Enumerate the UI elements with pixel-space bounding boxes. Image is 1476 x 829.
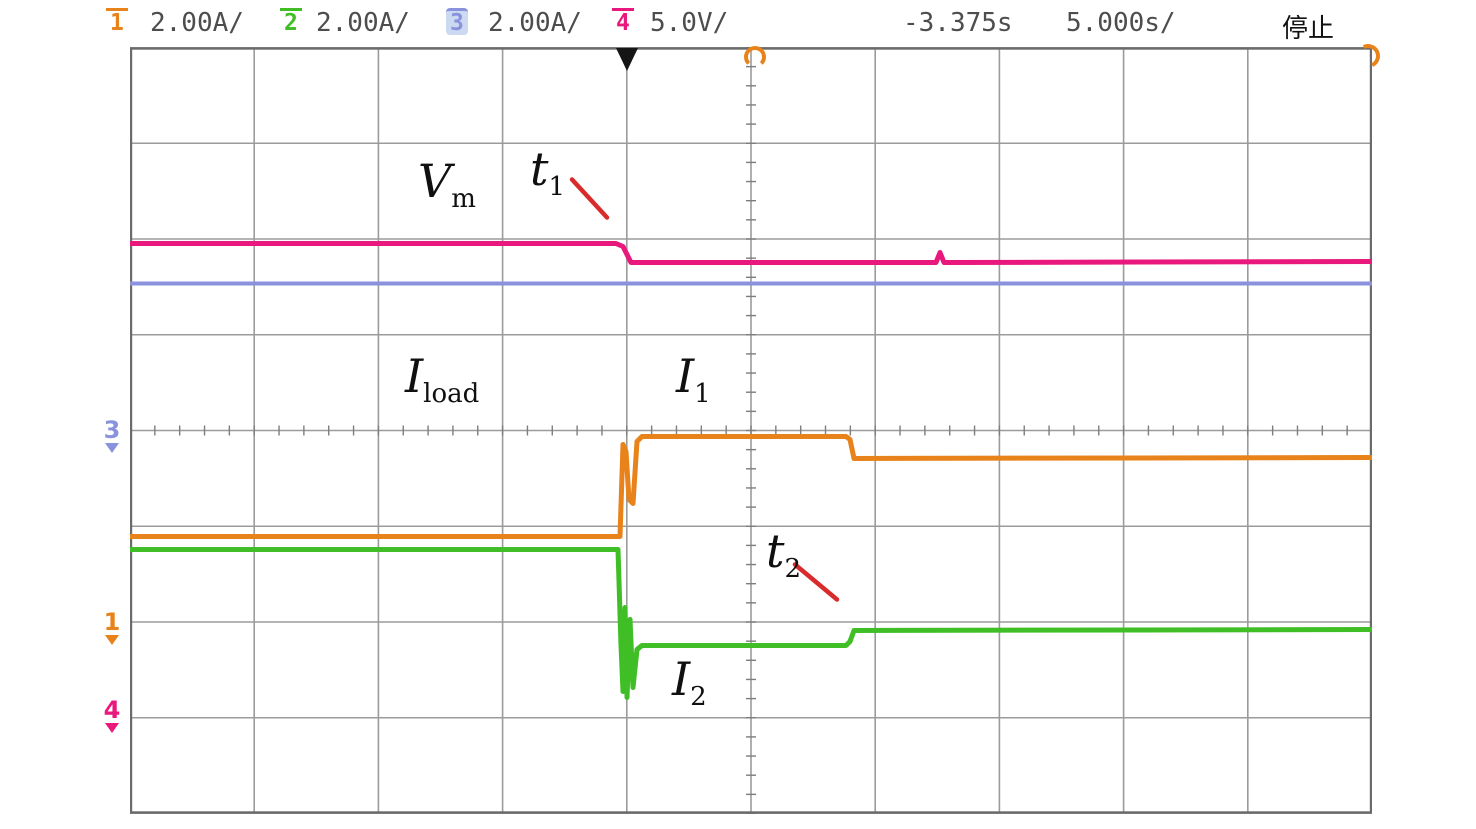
down-arrow-icon xyxy=(105,723,119,733)
label-t2: t2 xyxy=(766,528,801,582)
channel-4-badge: 4 xyxy=(612,8,634,35)
channel-1-badge: 1 xyxy=(106,8,128,35)
channel-1-ground-marker: 1 xyxy=(98,610,126,645)
label-iload-base: I xyxy=(405,349,424,403)
channel-4-scale: 5.0V/ xyxy=(650,8,729,38)
label-i2-sub: 2 xyxy=(690,682,707,712)
channel-1-scale: 2.00A/ xyxy=(150,8,244,38)
label-vm: Vm xyxy=(418,158,476,212)
label-t2-sub: 2 xyxy=(784,554,802,584)
label-iload-sub: load xyxy=(423,379,480,409)
time-reference-marker-icon xyxy=(744,46,766,68)
channel-2-scale: 2.00A/ xyxy=(316,8,410,38)
channel-4-ground-label: 4 xyxy=(103,696,121,724)
channel-4-ground-marker: 4 xyxy=(98,698,126,733)
timebase-readout: 5.000s/ xyxy=(1066,8,1176,38)
label-t1-sub: 1 xyxy=(548,172,566,202)
label-iload: Iload xyxy=(405,353,479,407)
label-vm-base: V xyxy=(418,154,452,208)
channel-3-badge: 3 xyxy=(446,8,468,36)
label-i1: I1 xyxy=(676,353,711,407)
channel-2-badge: 2 xyxy=(280,8,302,35)
label-vm-sub: m xyxy=(451,184,476,214)
channel-3-ground-marker: 3 xyxy=(98,418,126,453)
waveform-svg xyxy=(130,47,1372,814)
label-t1: t1 xyxy=(530,146,565,200)
down-arrow-icon xyxy=(105,635,119,645)
trigger-delay-readout: -3.375s xyxy=(903,8,1013,38)
channel-3-ground-label: 3 xyxy=(103,416,121,444)
scope-header: 1 2.00A/ 2 2.00A/ 3 2.00A/ 4 5.0V/ -3.37… xyxy=(0,0,1476,46)
trigger-position-marker-icon xyxy=(616,48,638,71)
label-t2-base: t xyxy=(766,524,785,578)
label-i2: I2 xyxy=(672,656,707,710)
scope-grid xyxy=(130,47,1372,814)
label-i1-base: I xyxy=(676,349,695,403)
channel-1-ground-label: 1 xyxy=(103,608,121,636)
label-i1-sub: 1 xyxy=(694,379,711,409)
label-t1-base: t xyxy=(530,142,549,196)
run-status: 停止 xyxy=(1282,14,1335,44)
label-i2-base: I xyxy=(672,652,691,706)
down-arrow-icon xyxy=(105,443,119,453)
channel-3-scale: 2.00A/ xyxy=(488,8,582,38)
